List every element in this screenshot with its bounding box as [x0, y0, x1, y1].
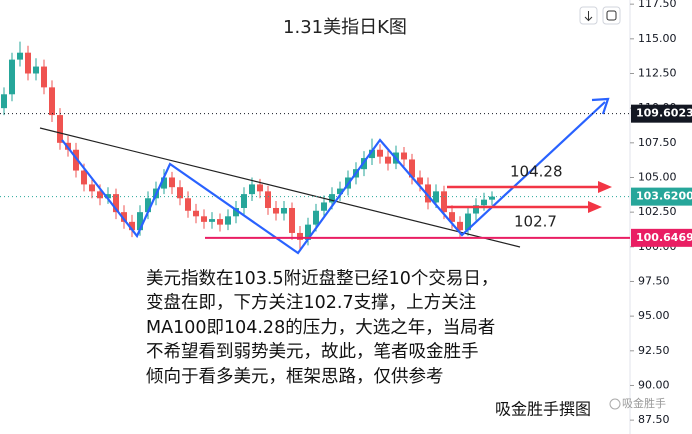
candle-body — [297, 232, 303, 240]
candle-body — [185, 198, 191, 211]
reset-button[interactable] — [602, 6, 621, 25]
note-line: 不希望看到弱势美元，故此，笔者吸金胜手 — [146, 342, 479, 362]
candle-body — [265, 191, 271, 208]
y-tick-label: 92.50 — [638, 344, 670, 357]
note-line: MA100即104.28的压力，大选之年，当局者 — [146, 318, 495, 338]
candle-body — [449, 212, 455, 222]
y-tick-label: 117.50 — [638, 0, 677, 10]
candle-body — [161, 177, 167, 189]
price-label: 103.6200 — [636, 190, 692, 203]
y-tick-label: 102.50 — [638, 205, 677, 218]
red-arrow-head — [588, 201, 602, 213]
candle-body — [225, 216, 231, 225]
candle-body — [441, 191, 447, 213]
candle-body — [425, 184, 431, 203]
wave-line — [61, 101, 606, 255]
candle-body — [145, 198, 151, 213]
candle-body — [73, 149, 79, 171]
price-label-box — [631, 104, 692, 123]
candle-body — [41, 66, 47, 88]
candle-body — [369, 149, 375, 159]
candle-body — [465, 213, 471, 231]
candle-body — [305, 224, 311, 240]
toolbar — [579, 6, 621, 25]
candle-body — [25, 52, 31, 74]
candle-body — [113, 194, 119, 213]
icon — [606, 10, 617, 21]
candle-body — [81, 170, 87, 185]
y-tick-label: 115.00 — [638, 32, 677, 45]
candle-body — [337, 188, 343, 195]
candle-body — [177, 187, 183, 199]
candle-body — [377, 149, 383, 157]
price-label: 109.6023 — [636, 107, 692, 120]
red-arrow-head — [598, 181, 612, 193]
y-tick-label: 90.00 — [638, 378, 670, 391]
y-tick-label: 105.00 — [638, 170, 677, 183]
candle-body — [97, 191, 103, 199]
candle-body — [249, 184, 255, 195]
watermark: 吸金胜手 — [622, 396, 666, 410]
candle-body — [233, 207, 239, 217]
candle-body — [17, 52, 23, 60]
candle-body — [57, 115, 63, 143]
candle-body — [209, 219, 215, 222]
candle-body — [169, 177, 175, 188]
candle-body — [457, 221, 463, 231]
candle-body — [1, 94, 7, 109]
candle-body — [9, 59, 15, 95]
candle-body — [489, 196, 495, 200]
candle-body — [49, 87, 55, 116]
price-label-box — [631, 228, 692, 247]
signature: 吸金胜手撰图 — [495, 400, 591, 419]
candle-body — [321, 202, 327, 211]
candle-body — [473, 205, 479, 214]
candle-body — [329, 194, 335, 203]
candle-body — [417, 177, 423, 185]
chart-title: 1.31美指日K图 — [283, 17, 407, 38]
candle-body — [129, 221, 135, 231]
y-tick-label: 112.50 — [638, 66, 677, 79]
y-tick-label: 107.50 — [638, 136, 677, 149]
arrow-head — [591, 97, 610, 115]
candle-body — [193, 210, 199, 217]
candle-body — [409, 159, 415, 178]
candle-body — [241, 194, 247, 208]
note-line: 美元指数在103.5附近盘整已经10个交易日， — [146, 269, 498, 289]
candle-body — [273, 207, 279, 214]
y-tick-label: 97.50 — [638, 274, 670, 287]
icon — [584, 11, 593, 22]
candle-body — [217, 219, 223, 225]
candle-body — [289, 207, 295, 233]
note: 美元指数在103.5附近盘整已经10个交易日， 变盘在即，下方关注102.7支撑… — [146, 269, 498, 387]
candle-body — [481, 199, 487, 206]
candle-body — [281, 207, 287, 214]
y-tick-label: 95.00 — [638, 309, 670, 322]
annotation: 102.7 — [514, 213, 557, 231]
candle-body — [385, 156, 391, 164]
note-line: 变盘在即，下方关注102.7支撑，上方关注 — [146, 293, 476, 313]
watermark-icon — [609, 398, 621, 410]
drawings — [39, 97, 612, 255]
candle-body — [257, 184, 263, 192]
candle-body — [121, 212, 127, 222]
candle-body — [201, 216, 207, 222]
annotation: 104.28 — [510, 163, 563, 181]
candle-body — [401, 152, 407, 160]
price-axis — [630, 0, 692, 434]
note-line: 倾向于看多美元，框架思路，仅供参考 — [146, 367, 444, 387]
candle-body — [89, 184, 95, 192]
y-tick-label: 87.50 — [638, 413, 670, 426]
candle-body — [137, 212, 143, 231]
price-label: 100.6469 — [636, 231, 692, 244]
price-label-box — [631, 187, 692, 206]
trend-line — [39, 127, 521, 248]
candle-body — [313, 210, 319, 225]
candle-body — [33, 66, 39, 74]
